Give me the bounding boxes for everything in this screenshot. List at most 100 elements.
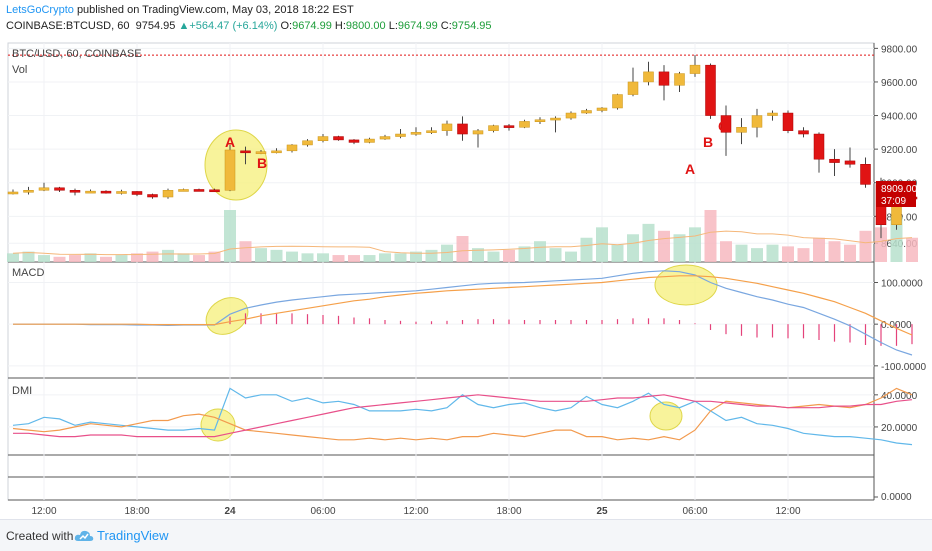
candle-body — [426, 130, 437, 133]
candle-body — [565, 112, 577, 119]
publish-line: LetsGoCrypto published on TradingView.co… — [6, 4, 354, 16]
candle-body — [782, 112, 794, 131]
volume-bar — [53, 256, 66, 262]
volume-bar — [348, 255, 360, 262]
y-tick-label: 0.0000 — [881, 492, 912, 503]
volume-bar — [828, 241, 841, 262]
volume-bar — [534, 241, 546, 262]
volume-bar — [84, 253, 97, 262]
price-axis-label-bg — [876, 181, 916, 195]
candle-body — [472, 130, 484, 135]
low-label: L: — [388, 20, 398, 32]
volume-bar — [518, 246, 531, 262]
annotation-label: A — [225, 134, 235, 150]
plot-frame — [7, 42, 875, 501]
volume-bar — [906, 237, 918, 262]
volume-bar — [7, 253, 19, 262]
volume-bar — [363, 255, 376, 262]
volume-bar — [162, 249, 174, 262]
candle-body — [116, 191, 127, 194]
candle-body — [193, 189, 205, 192]
candle-body — [751, 115, 763, 128]
annotation-label: C — [718, 118, 728, 134]
tradingview-brand[interactable]: TradingView — [97, 528, 169, 543]
candle-body — [410, 132, 422, 135]
volume-bar — [859, 230, 872, 262]
candle-body — [23, 190, 34, 193]
volume-bar — [301, 253, 314, 262]
last-price: 9754.95 — [135, 20, 176, 32]
candle-body — [519, 121, 530, 128]
candle-body — [813, 133, 825, 160]
volume-bar — [69, 255, 81, 262]
x-tick-label: 18:00 — [124, 506, 149, 517]
volume-bar — [115, 255, 128, 262]
candle-body — [658, 71, 670, 86]
candle-body — [209, 189, 220, 193]
volume-bar — [379, 253, 391, 262]
annotation-label: B — [257, 155, 267, 171]
macd-pane-label: MACD — [12, 267, 44, 279]
volume-bar — [410, 251, 422, 262]
x-tick-label: 12:00 — [403, 506, 428, 517]
candle-body — [627, 81, 639, 95]
high-value: 9800.00 — [345, 20, 386, 32]
candle-body — [333, 136, 344, 141]
volume-bar — [813, 237, 825, 262]
x-tick-label: 06:00 — [310, 506, 335, 517]
tradingview-cloud-icon — [74, 530, 94, 541]
volume-bar — [735, 244, 748, 262]
price-pane-label: BTC/USD, 60, COINBASE — [12, 48, 142, 60]
volume-bar — [720, 241, 732, 262]
candle-body — [534, 119, 546, 122]
candle-body — [860, 164, 871, 185]
price-axis-label: 37:09 — [881, 196, 906, 207]
di-minus-line — [12, 387, 913, 441]
candle-body — [596, 107, 608, 111]
candle-body — [348, 139, 360, 143]
candle-body — [829, 158, 840, 163]
volume-bar — [100, 256, 112, 262]
volume-bar — [580, 237, 593, 262]
candle-body — [488, 125, 499, 131]
chart-canvas[interactable]: 12:00 18:00 24 06:00 12:00 18:00 25 06:00 12:00 8… — [0, 0, 932, 519]
candle-body — [643, 71, 654, 83]
volume-ma-line — [12, 230, 913, 256]
created-with-label: Created with — [6, 529, 74, 543]
y-tick-label: -100.0000 — [881, 362, 926, 373]
volume-bar — [751, 248, 763, 262]
candle-body — [364, 138, 375, 143]
di-plus-line — [12, 387, 913, 446]
candle-body — [317, 136, 329, 141]
candle-body — [379, 136, 391, 140]
price-axis-label-bg — [876, 193, 916, 207]
y-tick-label: 20.0000 — [881, 423, 918, 434]
volume-pane-label: Vol — [12, 64, 27, 76]
candle-body — [69, 190, 81, 193]
candle-body — [85, 190, 96, 194]
volume-bar — [797, 248, 810, 262]
y-tick-label: 100.0000 — [881, 279, 923, 290]
candle-body — [736, 127, 747, 133]
volume-bar — [596, 227, 608, 262]
volume-bar — [673, 234, 686, 262]
candle-body — [767, 112, 778, 116]
y-tick-label: 9200.00 — [881, 145, 918, 156]
volume-bar — [146, 251, 159, 262]
volume-bar — [38, 255, 50, 262]
candle-body — [162, 190, 174, 198]
footer-bar: Created with TradingView — [0, 519, 932, 551]
volume-bar — [394, 253, 407, 262]
volume-bar — [317, 253, 329, 262]
adx-line — [13, 394, 913, 438]
candle-body — [457, 123, 468, 135]
volume-bar — [208, 251, 221, 262]
candle-body — [7, 191, 19, 195]
volume-bar — [627, 234, 639, 262]
highlight-ellipse — [649, 401, 683, 431]
candle-body — [720, 115, 732, 133]
x-tick-label: 06:00 — [682, 506, 707, 517]
x-tick-label: 18:00 — [496, 506, 521, 517]
author-link[interactable]: LetsGoCrypto — [6, 4, 74, 16]
candle-body — [54, 187, 65, 191]
